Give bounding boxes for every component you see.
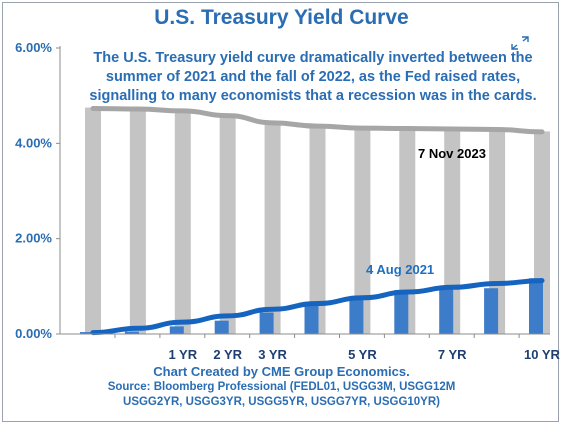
x-tick-label: 7 YR <box>438 347 467 362</box>
source-line-2: USGG2YR, USGG3YR, USGG5YR, USGG7YR, USGG… <box>123 396 440 408</box>
y-tick-label: 0.00% <box>15 326 52 341</box>
chart-footer: Chart Created by CME Group Economics. So… <box>0 364 563 410</box>
bar-nov-2023 <box>309 125 326 334</box>
bar-nov-2023 <box>129 108 146 334</box>
series-label-nov-2023: 7 Nov 2023 <box>418 146 486 161</box>
x-tick-label: 5 YR <box>348 347 377 362</box>
series-label-aug-2021: 4 Aug 2021 <box>366 262 434 277</box>
x-tick-label: 1 YR <box>168 347 197 362</box>
bar-aug-2021 <box>394 290 409 334</box>
bar-aug-2021 <box>529 278 543 334</box>
x-tick-label: 3 YR <box>258 347 287 362</box>
expand-icon[interactable] <box>511 36 529 50</box>
bar-aug-2021 <box>124 331 139 334</box>
bar-nov-2023 <box>174 109 191 335</box>
bar-aug-2021 <box>169 326 184 334</box>
chart-annotation: The U.S. Treasury yield curve dramatical… <box>89 50 537 104</box>
bar-nov-2023 <box>219 113 236 334</box>
y-tick-label: 4.00% <box>15 135 52 150</box>
bar-nov-2023 <box>264 120 281 335</box>
line-aug-2021 <box>90 278 545 336</box>
source-line-1: Source: Bloomberg Professional (FEDL01, … <box>107 381 456 393</box>
bar-nov-2023 <box>444 128 461 334</box>
y-tick-label: 6.00% <box>15 40 52 55</box>
bar-nov-2023 <box>85 107 101 334</box>
chart-title: U.S. Treasury Yield Curve <box>154 6 409 29</box>
bar-aug-2021 <box>439 287 454 334</box>
bar-aug-2021 <box>304 305 319 334</box>
line-nov-2023 <box>90 106 545 135</box>
bar-aug-2021 <box>349 298 364 334</box>
y-tick-label: 2.00% <box>15 231 52 246</box>
chart-credit: Chart Created by CME Group Economics. <box>153 364 410 379</box>
bar-nov-2023 <box>354 126 371 335</box>
bar-aug-2021 <box>80 332 94 334</box>
x-tick-label: 2 YR <box>213 347 242 362</box>
bar-aug-2021 <box>259 312 274 334</box>
bar-aug-2021 <box>484 288 499 334</box>
bar-aug-2021 <box>214 320 229 334</box>
x-tick-label: 10 YR <box>524 347 561 362</box>
bar-nov-2023 <box>399 126 416 335</box>
